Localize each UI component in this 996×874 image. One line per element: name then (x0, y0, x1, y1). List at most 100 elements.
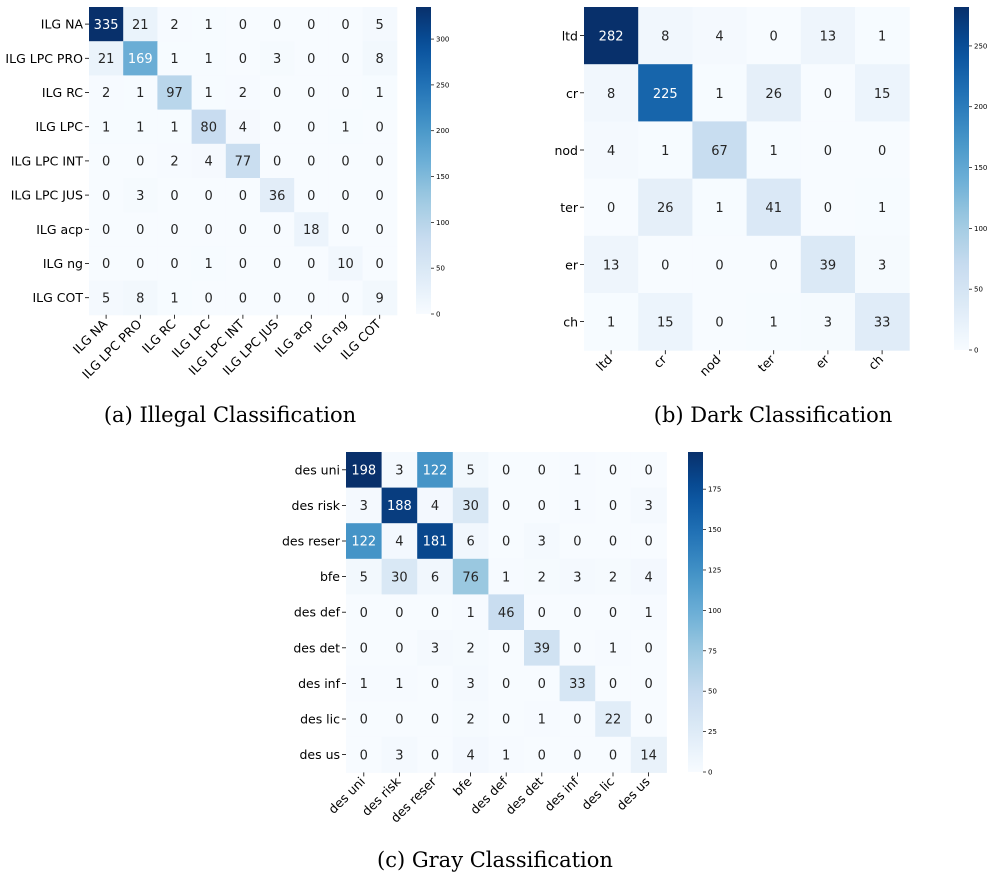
cell-value-label: 76 (462, 570, 479, 585)
cell-value-label: 0 (360, 606, 368, 621)
y-tick-label: des lic (300, 712, 340, 727)
cell-value-label: 1 (136, 120, 144, 135)
cell-value-label: 13 (603, 258, 620, 273)
cell-value-label: 1 (205, 52, 213, 67)
cell-value-label: 3 (273, 52, 281, 67)
cell-value-label: 0 (824, 201, 832, 216)
cell-value-label: 0 (341, 291, 349, 306)
cell-value-label: 188 (387, 499, 412, 514)
cell-value-label: 5 (466, 463, 474, 478)
y-tick-label: ILG acp (36, 222, 83, 237)
cell-value-label: 3 (538, 535, 546, 550)
cell-value-label: 0 (644, 463, 652, 478)
y-tick-label: des us (299, 747, 340, 762)
cell-value-label: 0 (538, 463, 546, 478)
y-tick-label: ILG LPC (35, 119, 83, 134)
cell-value-label: 1 (715, 201, 723, 216)
cell-value-label: 2 (466, 713, 474, 728)
colorbar-tick-label: 50 (436, 265, 445, 273)
colorbar (688, 452, 703, 772)
cell-value-label: 0 (273, 120, 281, 135)
cell-value-label: 4 (395, 535, 403, 550)
cell-value-label: 1 (573, 463, 581, 478)
colorbar-tick-label: 75 (708, 647, 717, 655)
cell-value-label: 0 (395, 641, 403, 656)
colorbar (954, 7, 969, 350)
cell-value-label: 30 (462, 499, 479, 514)
cell-value-label: 0 (573, 535, 581, 550)
y-tick-label: des uni (295, 462, 340, 477)
x-tick-label: er (812, 351, 832, 371)
colorbar-tick-label: 300 (436, 36, 449, 44)
cell-value-label: 0 (502, 535, 510, 550)
y-tick-label: ILG LPC JUS (11, 188, 83, 203)
cell-value-label: 3 (136, 189, 144, 204)
cell-value-label: 0 (609, 748, 617, 763)
x-tick-label: bfe (450, 774, 475, 799)
colorbar-tick-label: 0 (974, 347, 978, 355)
cell-value-label: 1 (205, 257, 213, 272)
cell-value-label: 0 (360, 748, 368, 763)
cell-value-label: 1 (538, 713, 546, 728)
cell-value-label: 8 (376, 52, 384, 67)
cell-value-label: 0 (644, 677, 652, 692)
cell-value-label: 0 (770, 258, 778, 273)
x-tick-label: nod (696, 352, 723, 379)
cell-value-label: 0 (239, 52, 247, 67)
cell-value-label: 0 (170, 223, 178, 238)
cell-value-label: 0 (573, 748, 581, 763)
cell-value-label: 0 (573, 606, 581, 621)
cell-value-label: 0 (136, 155, 144, 170)
cell-value-label: 0 (102, 155, 110, 170)
cell-value-label: 0 (502, 499, 510, 514)
cell-value-label: 0 (341, 18, 349, 33)
cell-value-label: 33 (874, 316, 891, 331)
cell-value-label: 0 (102, 257, 110, 272)
colorbar-tick-label: 25 (708, 728, 717, 736)
x-tick-label: des inf (541, 774, 582, 815)
x-tick-label: des def (467, 773, 511, 817)
x-tick-label: des det (502, 774, 546, 818)
cell-value-label: 3 (466, 677, 474, 692)
cell-value-label: 122 (423, 463, 448, 478)
cell-value-label: 4 (715, 30, 723, 45)
cell-value-label: 0 (824, 144, 832, 159)
cell-value-label: 1 (573, 499, 581, 514)
cell-value-label: 0 (431, 713, 439, 728)
cell-value-label: 0 (661, 258, 669, 273)
cell-value-label: 30 (391, 570, 408, 585)
colorbar-tick-label: 100 (436, 219, 449, 227)
cell-value-label: 0 (607, 201, 615, 216)
cell-value-label: 1 (770, 316, 778, 331)
cell-value-label: 1 (770, 144, 778, 159)
cell-value-label: 4 (239, 120, 247, 135)
cell-value-label: 181 (423, 535, 448, 550)
cell-value-label: 0 (307, 189, 315, 204)
cell-value-label: 0 (341, 189, 349, 204)
x-tick-label: des lic (578, 774, 617, 813)
cell-value-label: 26 (657, 201, 674, 216)
cell-value-label: 1 (360, 677, 368, 692)
cell-value-label: 0 (538, 677, 546, 692)
cell-value-label: 5 (376, 18, 384, 33)
cell-value-label: 21 (132, 18, 149, 33)
cell-value-label: 0 (376, 223, 384, 238)
y-tick-label: ch (563, 315, 578, 330)
cell-value-label: 1 (170, 291, 178, 306)
colorbar-tick-label: 100 (708, 607, 721, 615)
cell-value-label: 15 (657, 316, 674, 331)
cell-value-label: 0 (136, 223, 144, 238)
cell-value-label: 0 (239, 257, 247, 272)
cell-value-label: 0 (360, 641, 368, 656)
cell-value-label: 0 (239, 291, 247, 306)
cell-value-label: 1 (395, 677, 403, 692)
cell-value-label: 0 (538, 606, 546, 621)
cell-value-label: 1 (466, 606, 474, 621)
cell-value-label: 15 (874, 87, 891, 102)
cell-value-label: 80 (200, 120, 217, 135)
cell-value-label: 6 (466, 535, 474, 550)
cell-value-label: 1 (715, 87, 723, 102)
x-tick-label: cr (650, 351, 670, 371)
cell-value-label: 0 (502, 677, 510, 692)
cell-value-label: 1 (878, 30, 886, 45)
